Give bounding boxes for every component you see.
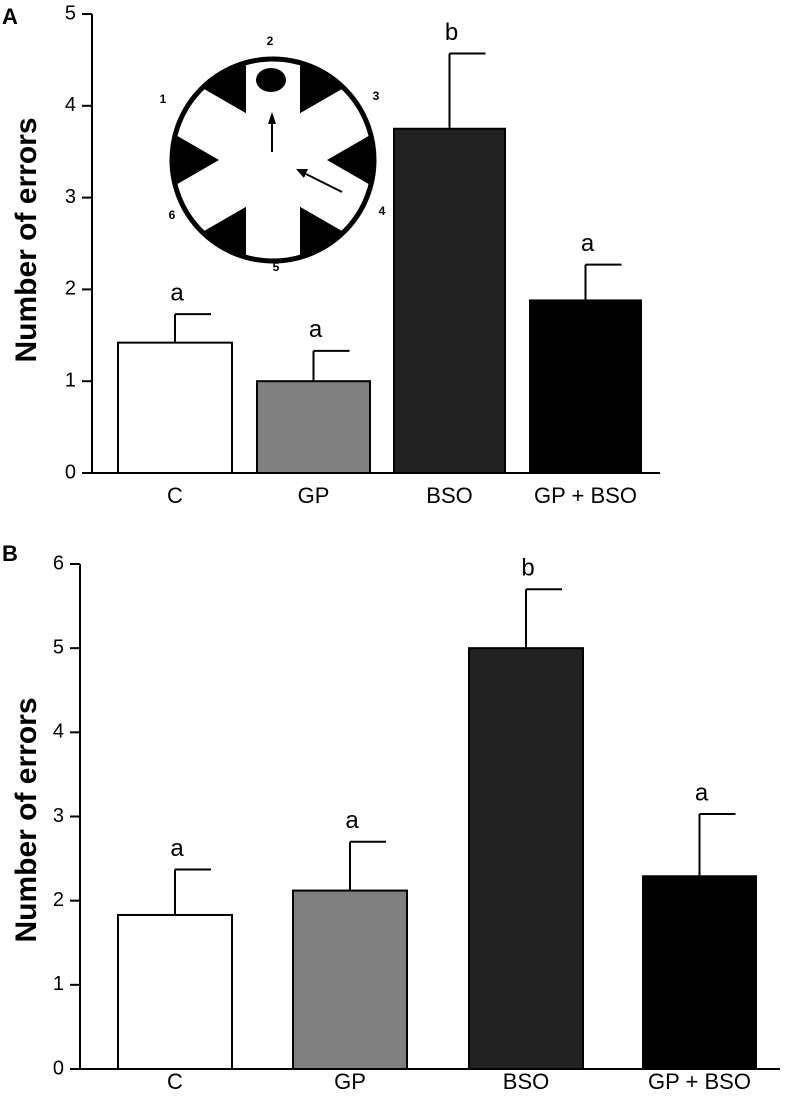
x-tick-label: GP xyxy=(298,483,330,508)
y-tick-label: 2 xyxy=(65,278,76,300)
bar xyxy=(292,889,408,1070)
significance-letter: a xyxy=(581,230,595,257)
significance-letter: b xyxy=(445,19,458,46)
bar xyxy=(117,341,233,475)
panel-label: B xyxy=(2,541,18,566)
significance-letter: b xyxy=(521,555,534,582)
panel-label: A xyxy=(2,4,18,29)
y-axis-title: Number of errors xyxy=(10,697,43,942)
bar xyxy=(393,127,506,474)
significance-letter: a xyxy=(345,807,359,834)
y-tick-label: 2 xyxy=(53,889,64,911)
significance-letter: a xyxy=(170,280,184,307)
x-tick-label: GP + BSO xyxy=(534,483,637,508)
y-tick-label: 5 xyxy=(65,2,76,24)
inset-label: 3 xyxy=(373,89,380,103)
y-tick-label: 4 xyxy=(65,94,76,116)
significance-letter: a xyxy=(309,316,323,343)
bar xyxy=(256,380,371,475)
maze-inset xyxy=(169,56,377,264)
y-tick-label: 0 xyxy=(65,461,76,483)
y-tick-label: 0 xyxy=(53,1057,64,1079)
y-tick-label: 1 xyxy=(65,369,76,391)
y-tick-label: 1 xyxy=(53,973,64,995)
x-tick-label: C xyxy=(167,1069,183,1093)
inset-label: 1 xyxy=(160,92,167,106)
x-tick-label: GP xyxy=(334,1069,366,1093)
x-tick-label: BSO xyxy=(426,483,472,508)
bar xyxy=(642,875,757,1071)
x-tick-label: GP + BSO xyxy=(648,1069,751,1093)
inset-label: 2 xyxy=(267,34,274,48)
y-tick-label: 4 xyxy=(53,721,64,743)
y-tick-label: 3 xyxy=(65,186,76,208)
y-tick-label: 5 xyxy=(53,636,64,658)
inset-label: 6 xyxy=(169,208,176,222)
x-tick-label: BSO xyxy=(503,1069,549,1093)
y-axis-title: Number of errors xyxy=(10,117,43,362)
significance-letter: a xyxy=(170,835,184,862)
inset-label: 4 xyxy=(379,204,386,218)
bar xyxy=(117,913,233,1070)
inset-label: 5 xyxy=(273,260,280,274)
y-tick-label: 6 xyxy=(53,552,64,574)
significance-letter: a xyxy=(695,779,709,806)
bar xyxy=(529,299,642,474)
bar xyxy=(468,647,584,1071)
y-tick-label: 3 xyxy=(53,805,64,827)
x-tick-label: C xyxy=(167,483,183,508)
